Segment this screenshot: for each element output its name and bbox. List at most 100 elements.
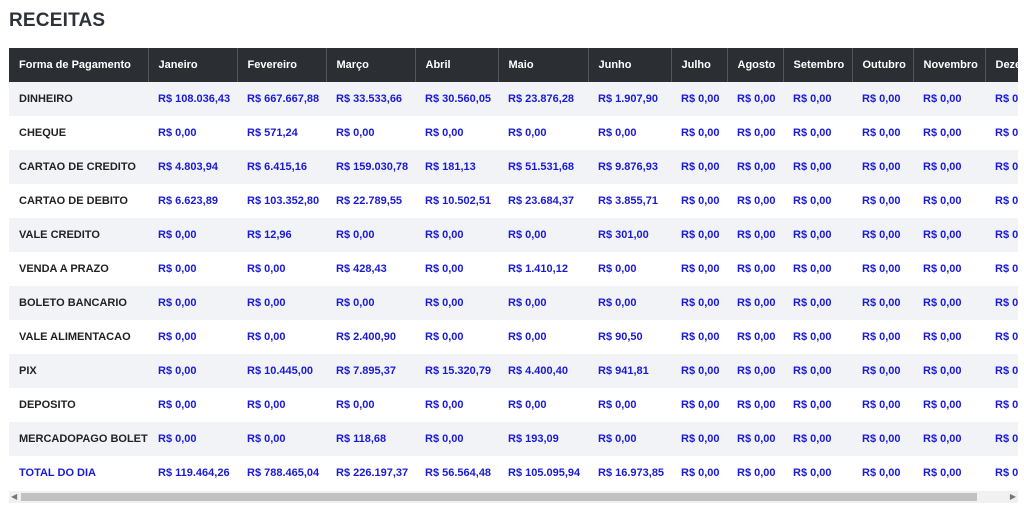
cell-value: R$ 0,00 (913, 422, 985, 456)
cell-value: R$ 0,00 (498, 218, 588, 252)
cell-value: R$ 0,00 (671, 82, 727, 116)
cell-value: R$ 0,00 (923, 127, 962, 139)
row-label: PIX (9, 354, 148, 388)
cell-value: R$ 4.803,94 (148, 150, 237, 184)
cell-value: R$ 0,00 (508, 331, 547, 343)
cell-value: R$ 0,00 (852, 354, 913, 388)
horizontal-scrollbar[interactable]: ◀ ▶ (9, 491, 1018, 503)
cell-value: R$ 0,00 (681, 263, 720, 275)
cell-value: R$ 3.855,71 (598, 195, 658, 207)
cell-value: R$ 0,00 (508, 399, 547, 411)
cell-value: R$ 0,00 (158, 127, 197, 139)
cell-value: R$ 193,09 (498, 422, 588, 456)
row-label: VALE CREDITO (9, 218, 148, 252)
cell-value: R$ 0,00 (913, 286, 985, 320)
cell-value: R$ 0,00 (681, 127, 720, 139)
cell-value: R$ 7.895,37 (326, 354, 415, 388)
cell-value: R$ 0,00 (737, 399, 776, 411)
table-row: DEPOSITO R$ 0,00 R$ 0,00 R$ 0,00 R$ 0,00 R$ 0… (9, 388, 1018, 422)
cell-value: R$ 0,00 (862, 331, 901, 343)
total-value: R$ 0,00 (737, 467, 776, 479)
cell-value: R$ 0,00 (425, 127, 464, 139)
column-header: Novembro (913, 48, 986, 82)
cell-value: R$ 0,00 (598, 127, 637, 139)
cell-value: R$ 0,00 (995, 399, 1018, 411)
cell-value: R$ 6.415,16 (237, 150, 326, 184)
column-header: Setembro (783, 48, 853, 82)
table-row: VALE ALIMENTACAO R$ 0,00 R$ 0,00 R$ 2.400,9… (9, 320, 1018, 354)
total-value: R$ 105.095,94 (508, 467, 581, 479)
cell-value: R$ 0,00 (783, 422, 852, 456)
cell-value: R$ 0,00 (158, 399, 197, 411)
cell-value: R$ 0,00 (783, 354, 852, 388)
cell-value: R$ 0,00 (995, 195, 1018, 207)
cell-value: R$ 0,00 (148, 422, 237, 456)
cell-value: R$ 0,00 (862, 263, 901, 275)
total-value: R$ 788.465,04 (247, 467, 320, 479)
cell-value: R$ 428,43 (336, 263, 387, 275)
total-value: R$ 0,00 (862, 467, 901, 479)
cell-value: R$ 1.907,90 (588, 82, 671, 116)
cell-value: R$ 0,00 (671, 422, 727, 456)
cell-value: R$ 0,00 (727, 218, 783, 252)
cell-value: R$ 9.876,93 (588, 150, 671, 184)
cell-value: R$ 0,00 (247, 263, 286, 275)
cell-value: R$ 0,00 (598, 399, 637, 411)
cell-value: R$ 0,00 (923, 331, 962, 343)
cell-value: R$ 0,00 (237, 286, 326, 320)
total-value: R$ 0,00 (681, 467, 720, 479)
cell-value: R$ 0,00 (783, 218, 852, 252)
cell-value: R$ 0,00 (737, 331, 776, 343)
column-header: Forma de Pagamento (9, 48, 149, 82)
cell-value: R$ 0,00 (862, 195, 901, 207)
row-label: VENDA A PRAZO (19, 263, 109, 275)
cell-value: R$ 0,00 (793, 127, 832, 139)
cell-value: R$ 90,50 (598, 331, 643, 343)
cell-value: R$ 0,00 (985, 286, 1018, 320)
column-header: Janeiro (148, 48, 238, 82)
cell-value: R$ 0,00 (913, 150, 985, 184)
cell-value: R$ 0,00 (508, 127, 547, 139)
cell-value: R$ 0,00 (247, 331, 286, 343)
total-value: R$ 0,00 (793, 467, 832, 479)
cell-value: R$ 33.533,66 (326, 82, 415, 116)
cell-value: R$ 0,00 (985, 218, 1018, 252)
column-header: Julho (671, 48, 728, 82)
cell-value: R$ 0,00 (425, 331, 464, 343)
scroll-left[interactable]: ◀ (11, 492, 18, 501)
cell-value: R$ 15.320,79 (415, 354, 498, 388)
table-container: Forma de Pagamento Janeiro Fevereiro Março A… (9, 48, 1018, 490)
column-header: Maio (498, 48, 589, 82)
table-row: CARTAO DE DEBITO R$ 6.623,89 R$ 103.352,80… (9, 184, 1018, 218)
total-value: R$ 226.197,37 (336, 467, 409, 479)
cell-value: R$ 4.400,40 (498, 354, 588, 388)
column-header: Dezembro (985, 48, 1018, 82)
cell-value: R$ 0,00 (336, 399, 375, 411)
row-label: DINHEIRO (9, 82, 148, 116)
total-value: R$ 119.464,26 (158, 467, 230, 479)
cell-value: R$ 0,00 (148, 354, 237, 388)
row-label: VALE ALIMENTACAO (19, 331, 131, 343)
scroll-right[interactable]: ▶ (1009, 492, 1016, 501)
cell-value: R$ 0,00 (671, 218, 727, 252)
cell-value: R$ 0,00 (913, 218, 985, 252)
cell-value: R$ 0,00 (995, 127, 1018, 139)
cell-value: R$ 0,00 (326, 218, 415, 252)
column-header: Abril (415, 48, 499, 82)
column-header: Outubro (852, 48, 914, 82)
table-row: VALE CREDITO R$ 0,00 R$ 12,96 R$ 0,00 R$ 0,0… (9, 218, 1018, 252)
cell-value: R$ 0,00 (148, 218, 237, 252)
cell-value: R$ 0,00 (336, 127, 375, 139)
cell-value: R$ 0,00 (588, 422, 671, 456)
cell-value: R$ 0,00 (425, 263, 464, 275)
scroll-thumb[interactable] (21, 493, 977, 501)
cell-value: R$ 10.502,51 (425, 195, 492, 207)
cell-value: R$ 0,00 (783, 150, 852, 184)
cell-value: R$ 30.560,05 (415, 82, 498, 116)
cell-value: R$ 0,00 (783, 82, 852, 116)
cell-value: R$ 0,00 (793, 195, 832, 207)
cell-value: R$ 2.400,90 (336, 331, 396, 343)
cell-value: R$ 301,00 (588, 218, 671, 252)
cell-value: R$ 0,00 (985, 354, 1018, 388)
table-row: BOLETO BANCARIO R$ 0,00 R$ 0,00 R$ 0,00 R$ 0… (9, 286, 1018, 320)
